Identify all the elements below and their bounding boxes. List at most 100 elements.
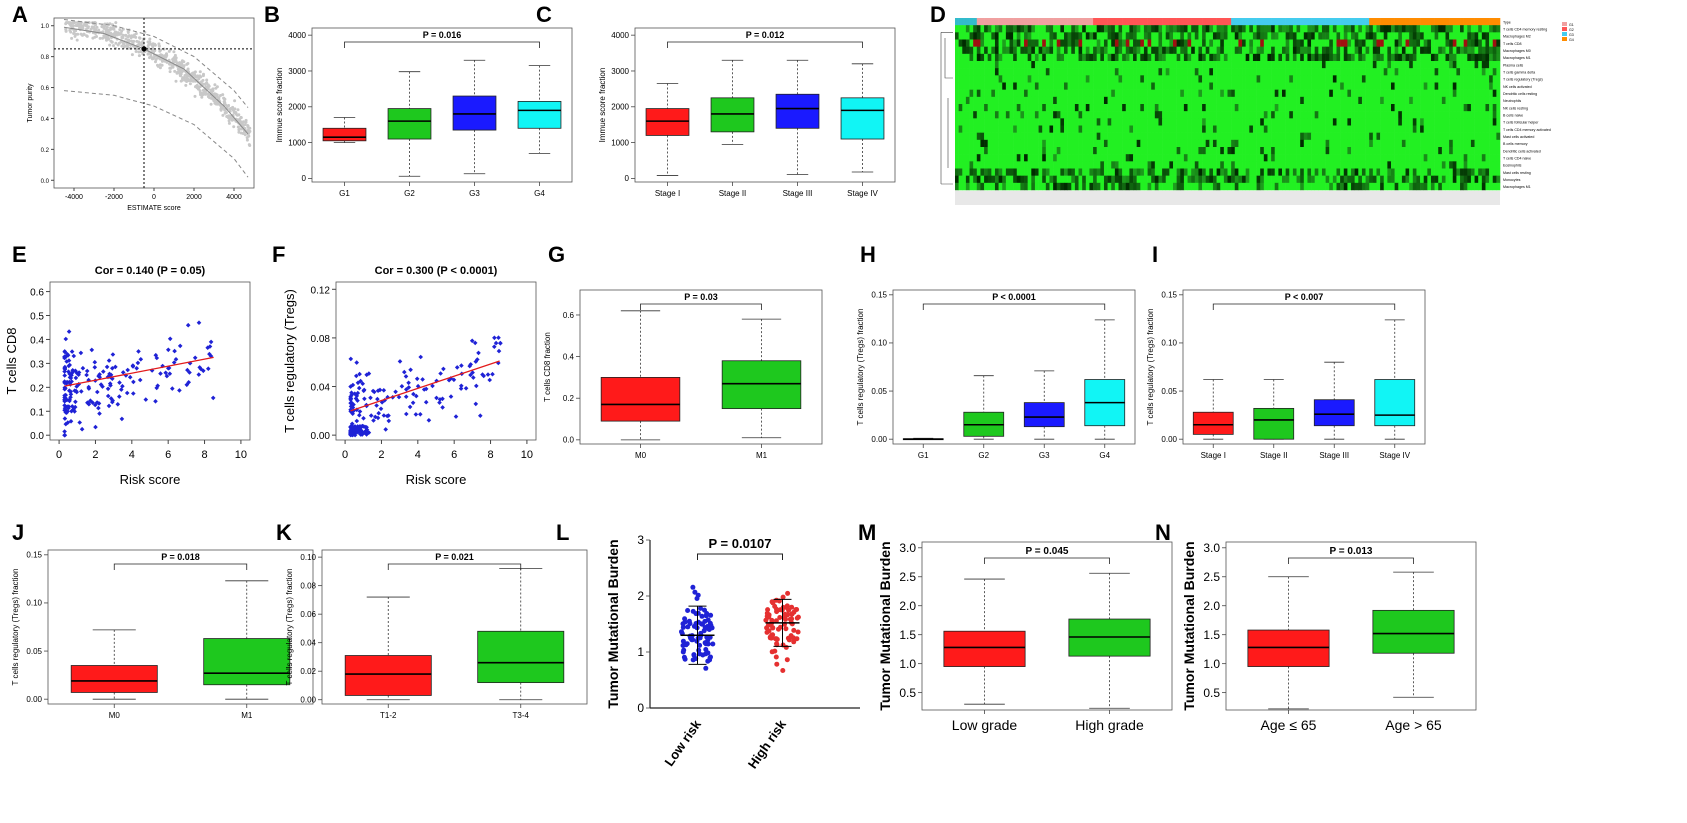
heatmap-cell bbox=[991, 46, 996, 55]
heatmap-cell bbox=[1009, 32, 1014, 40]
heatmap-cell bbox=[1427, 39, 1432, 47]
heatmap-cell bbox=[1194, 96, 1199, 105]
heatmap-cell bbox=[1358, 139, 1363, 148]
heatmap-cell bbox=[1053, 18, 1058, 26]
x-tick-label: Stage IV bbox=[847, 189, 878, 198]
heatmap-cell bbox=[1405, 111, 1410, 119]
heatmap-cell bbox=[1321, 82, 1326, 90]
heatmap-cell bbox=[1449, 75, 1454, 83]
heatmap-cell bbox=[1416, 96, 1421, 105]
heatmap-cell bbox=[958, 132, 963, 141]
point bbox=[493, 340, 499, 346]
heatmap-cell bbox=[1009, 89, 1014, 98]
heatmap-cell bbox=[1169, 175, 1174, 184]
heatmap-cell bbox=[1191, 61, 1196, 69]
heatmap-cell bbox=[1474, 96, 1479, 105]
heatmap-cell bbox=[1202, 104, 1206, 112]
heatmap-cell bbox=[1365, 139, 1370, 148]
heatmap-cell bbox=[1347, 18, 1352, 26]
point bbox=[237, 128, 241, 132]
point bbox=[68, 395, 73, 400]
heatmap-cell bbox=[991, 39, 996, 47]
heatmap-cell bbox=[1354, 182, 1359, 191]
heatmap-cell bbox=[1398, 46, 1403, 55]
point bbox=[64, 21, 68, 25]
heatmap-cell bbox=[1296, 111, 1301, 119]
heatmap-cell bbox=[1452, 82, 1457, 90]
heatmap-cell bbox=[1176, 139, 1181, 148]
heatmap-cell bbox=[1467, 111, 1472, 119]
heatmap-cell bbox=[1147, 61, 1152, 69]
heatmap-cell bbox=[976, 75, 981, 83]
heatmap-cell bbox=[1020, 96, 1025, 105]
heatmap-cell bbox=[1470, 32, 1475, 40]
heatmap-cell bbox=[1445, 75, 1450, 83]
heatmap-cell bbox=[1354, 125, 1359, 133]
heatmap-cell bbox=[1133, 175, 1137, 184]
heatmap-cell bbox=[1311, 61, 1315, 69]
heatmap-cell bbox=[991, 175, 996, 184]
heatmap-cell bbox=[1485, 175, 1490, 184]
heatmap-cell bbox=[1209, 53, 1214, 62]
point bbox=[78, 350, 84, 356]
point bbox=[114, 21, 118, 25]
heatmap-cell bbox=[1285, 118, 1290, 126]
point bbox=[107, 371, 112, 377]
heatmap-cell bbox=[1187, 104, 1192, 112]
heatmap-cell bbox=[1162, 89, 1167, 98]
heatmap-cell bbox=[1474, 175, 1479, 184]
heatmap-cell bbox=[1325, 96, 1330, 105]
heatmap-cell bbox=[1391, 139, 1395, 148]
point bbox=[371, 418, 376, 423]
heatmap-cell bbox=[1136, 89, 1141, 98]
heatmap-cell bbox=[1329, 96, 1334, 105]
heatmap-cell bbox=[1122, 75, 1127, 83]
heatmap-cell bbox=[1343, 68, 1348, 76]
heatmap-cell bbox=[1394, 175, 1399, 184]
heatmap-cell bbox=[1038, 68, 1043, 76]
heatmap-cell bbox=[1271, 132, 1276, 141]
heatmap-cell bbox=[1340, 82, 1345, 90]
y-tick-label: 0.0 bbox=[563, 436, 575, 445]
heatmap-cell bbox=[991, 182, 996, 191]
heatmap-cell bbox=[1216, 111, 1221, 119]
heatmap-cell bbox=[1027, 39, 1032, 47]
heatmap-cell bbox=[1042, 68, 1047, 76]
heatmap-cell bbox=[1263, 39, 1268, 47]
x-tick-label: Stage I bbox=[655, 189, 680, 198]
heatmap-cell bbox=[1445, 18, 1450, 26]
heatmap-cell bbox=[1169, 53, 1174, 62]
point bbox=[98, 382, 104, 387]
heatmap-cell bbox=[1140, 111, 1145, 119]
point bbox=[62, 393, 67, 398]
heatmap-cell bbox=[1212, 182, 1217, 191]
heatmap-cell bbox=[1158, 147, 1163, 155]
heatmap-cell bbox=[1118, 53, 1123, 62]
heatmap-cell bbox=[1176, 125, 1181, 133]
heatmap-cell bbox=[1209, 39, 1214, 47]
heatmap-cell bbox=[1220, 161, 1225, 169]
point bbox=[153, 352, 159, 358]
heatmap-cell bbox=[1401, 18, 1406, 26]
heatmap-cell bbox=[1463, 182, 1468, 191]
point bbox=[63, 336, 69, 342]
heatmap-cell bbox=[1042, 104, 1047, 112]
point bbox=[498, 341, 503, 346]
heatmap-cell bbox=[1358, 75, 1363, 83]
heatmap-cell bbox=[1169, 96, 1174, 105]
point bbox=[374, 403, 379, 408]
heatmap-cell bbox=[1489, 104, 1494, 112]
heatmap-cell bbox=[1478, 89, 1483, 98]
heatmap-cell bbox=[1027, 25, 1032, 33]
heatmap-cell bbox=[1478, 96, 1483, 105]
heatmap-cell bbox=[1347, 61, 1352, 69]
heatmap-cell bbox=[1347, 89, 1352, 98]
heatmap-cell bbox=[1470, 125, 1475, 133]
heatmap-cell bbox=[1242, 46, 1246, 55]
heatmap-cell bbox=[1107, 168, 1112, 176]
heatmap-cell bbox=[1492, 39, 1497, 47]
heatmap-cell bbox=[1198, 46, 1203, 55]
heatmap-cell bbox=[1340, 75, 1345, 83]
heatmap-cell bbox=[1187, 25, 1192, 33]
